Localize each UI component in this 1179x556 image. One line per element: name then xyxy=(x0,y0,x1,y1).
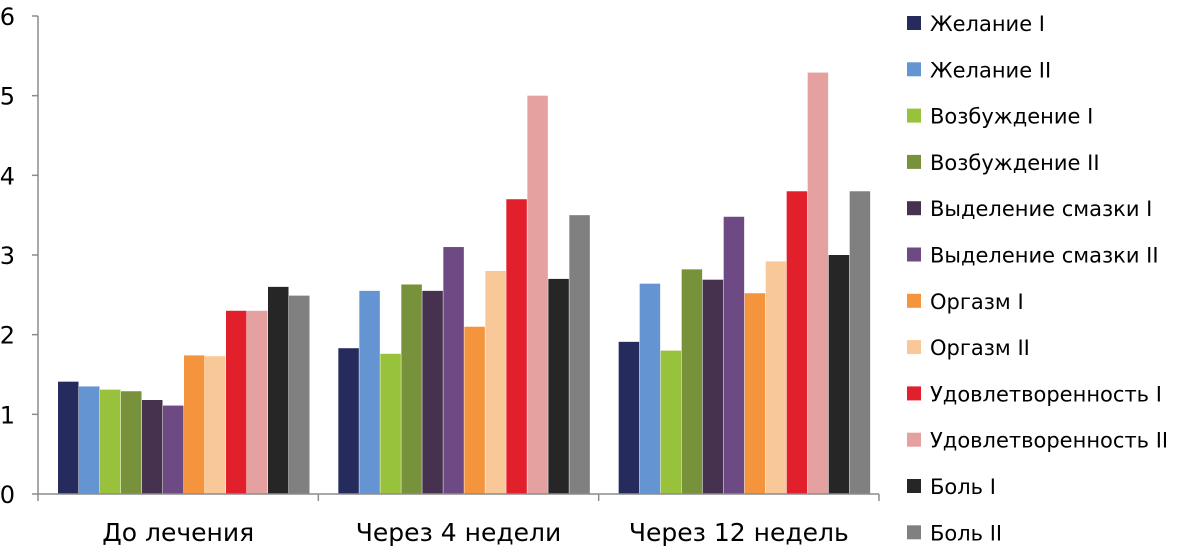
legend-label: Боль II xyxy=(930,521,1002,545)
legend-swatch xyxy=(907,340,921,355)
legend-swatch xyxy=(907,108,921,123)
bar xyxy=(681,269,703,494)
legend-swatch xyxy=(907,154,921,169)
legend-label: Возбуждение I xyxy=(930,105,1093,129)
bar xyxy=(639,283,661,494)
bar xyxy=(569,215,590,494)
y-axis-ticks: 0 1 2 3 4 5 6 xyxy=(0,3,38,509)
bar xyxy=(765,261,787,494)
bars xyxy=(58,72,871,495)
legend-label: Возбуждение II xyxy=(930,151,1100,175)
legend-swatch xyxy=(907,247,921,262)
y-tick-label: 3 xyxy=(0,242,15,270)
bar xyxy=(142,399,163,494)
bar xyxy=(380,353,401,494)
y-tick-label: 6 xyxy=(0,3,15,31)
y-tick-label: 1 xyxy=(0,401,15,429)
legend-label: Удовлетворенность I xyxy=(930,382,1162,406)
x-category-label: Через 4 недели xyxy=(356,518,561,547)
legend-label: Оргазм I xyxy=(930,290,1024,314)
legend-swatch xyxy=(907,16,921,30)
bar xyxy=(548,278,569,494)
legend-swatch xyxy=(907,432,921,447)
bar xyxy=(618,341,640,494)
bar xyxy=(744,293,766,494)
legend-swatch xyxy=(907,479,921,493)
bar xyxy=(506,199,527,494)
bar xyxy=(422,290,443,494)
bar xyxy=(58,381,79,494)
legend-label: Желание I xyxy=(930,12,1045,36)
bar xyxy=(527,95,548,495)
bar xyxy=(786,191,808,494)
y-tick-label: 0 xyxy=(0,481,15,509)
legend-label: Выделение смазки II xyxy=(930,244,1159,268)
legend: Желание I Желание II Возбуждение I Возбужде… xyxy=(907,12,1168,545)
bar xyxy=(226,310,247,494)
legend-label: Выделение смазки I xyxy=(930,197,1152,221)
x-category-label: До лечения xyxy=(102,518,254,547)
bar xyxy=(163,405,184,494)
bar xyxy=(79,386,100,494)
legend-label: Боль I xyxy=(930,475,996,499)
bar xyxy=(184,355,205,494)
bar xyxy=(100,389,121,494)
legend-label: Оргазм II xyxy=(930,336,1030,360)
bar xyxy=(338,348,359,494)
legend-swatch xyxy=(907,201,921,216)
bar xyxy=(247,310,268,494)
bar xyxy=(702,279,724,494)
legend-label: Удовлетворенность II xyxy=(930,429,1168,453)
y-tick-label: 4 xyxy=(0,162,15,190)
bar xyxy=(121,391,142,494)
bar xyxy=(849,191,871,494)
bar xyxy=(401,284,422,494)
bar xyxy=(723,216,745,494)
bar xyxy=(443,247,464,494)
bar xyxy=(485,270,506,494)
bar xyxy=(359,290,380,494)
bar xyxy=(268,286,289,494)
bar xyxy=(205,356,226,494)
legend-swatch xyxy=(907,293,921,308)
bar xyxy=(828,255,850,494)
x-category-label: Через 12 недель xyxy=(629,518,849,547)
legend-swatch xyxy=(907,62,921,77)
bar xyxy=(464,326,485,494)
legend-swatch xyxy=(907,525,921,540)
y-tick-label: 5 xyxy=(0,83,15,111)
legend-swatch xyxy=(907,386,921,401)
legend-label: Желание II xyxy=(930,58,1051,82)
y-tick-label: 2 xyxy=(0,322,15,350)
x-axis-ticks xyxy=(37,494,880,501)
bar xyxy=(807,72,829,495)
bar xyxy=(289,295,310,494)
x-axis-category-labels: До лечения Через 4 недели Через 12 недель xyxy=(102,518,849,547)
bar xyxy=(660,350,682,494)
